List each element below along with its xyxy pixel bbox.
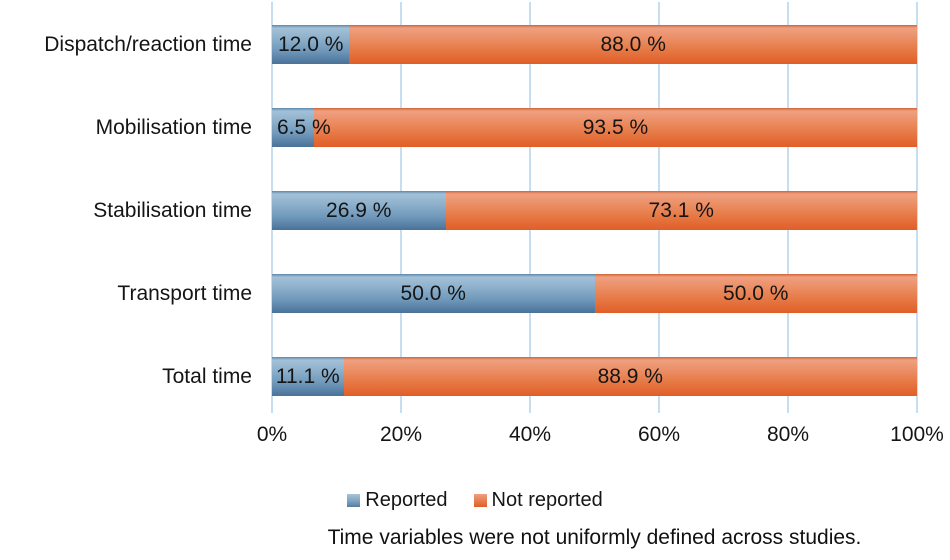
not-reported-segment: 93.5 % <box>313 108 917 147</box>
category-label: Mobilisation time <box>95 116 252 139</box>
not-reported-segment: 50.0 % <box>594 274 917 313</box>
legend-item-not-reported: Not reported <box>473 489 603 512</box>
bar-row: 26.9 % 73.1 % <box>272 191 917 230</box>
x-tick-label: 60% <box>637 423 681 446</box>
reported-segment: 6.5 % <box>272 108 331 147</box>
reported-segment: 11.1 % <box>272 357 344 396</box>
x-tick-label: 100% <box>890 423 944 446</box>
reported-segment: 12.0 % <box>272 25 350 64</box>
not-reported-segment: 88.0 % <box>349 25 917 64</box>
x-tick-label: 80% <box>766 423 810 446</box>
not-reported-value-label: 93.5 % <box>582 115 649 139</box>
chart-caption: Time variables were not uniformly define… <box>327 526 862 549</box>
category-label: Transport time <box>117 282 252 305</box>
not-reported-value-label: 73.1 % <box>648 198 714 222</box>
x-tick-label: 20% <box>379 423 423 446</box>
legend-label: Not reported <box>491 489 603 511</box>
reported-value-label: 26.9 % <box>326 198 392 222</box>
legend-item-reported: Reported <box>347 489 448 512</box>
category-label: Stabilisation time <box>93 199 252 222</box>
not-reported-segment: 73.1 % <box>445 191 917 230</box>
reported-value-label: 50.0 % <box>400 281 466 305</box>
reported-swatch-icon <box>347 494 361 507</box>
x-tick-label: 0% <box>256 423 288 446</box>
x-tick-label: 40% <box>508 423 552 446</box>
gridline-100 <box>916 2 918 413</box>
reported-value-label: 12.0 % <box>278 32 344 56</box>
bar-row: 50.0 % 50.0 % <box>272 274 917 313</box>
not-reported-value-label: 88.0 % <box>600 32 666 56</box>
not-reported-value-label: 88.9 % <box>597 364 663 388</box>
reported-value-label: 11.1 % <box>275 364 340 388</box>
not-reported-swatch-icon <box>473 494 487 507</box>
x-axis: 0% 20% 40% 60% 80% 100% <box>257 421 944 451</box>
plot-area: 12.0 % 88.0 % 6.5 % 93.5 % 26.9 % 73.1 % <box>271 2 918 413</box>
category-label: Total time <box>162 365 252 388</box>
bar-row: 12.0 % 88.0 % <box>272 25 917 64</box>
bar-row: 6.5 % 93.5 % <box>272 108 917 147</box>
category-label: Dispatch/reaction time <box>44 33 252 56</box>
reported-segment: 50.0 % <box>272 274 595 313</box>
not-reported-segment: 88.9 % <box>343 357 917 396</box>
bar-row: 11.1 % 88.9 % <box>272 357 917 396</box>
legend: Reported Not reported <box>0 489 950 512</box>
reported-segment: 26.9 % <box>272 191 446 230</box>
reported-value-label: 6.5 % <box>277 115 331 139</box>
not-reported-value-label: 50.0 % <box>723 281 789 305</box>
legend-label: Reported <box>365 489 448 511</box>
